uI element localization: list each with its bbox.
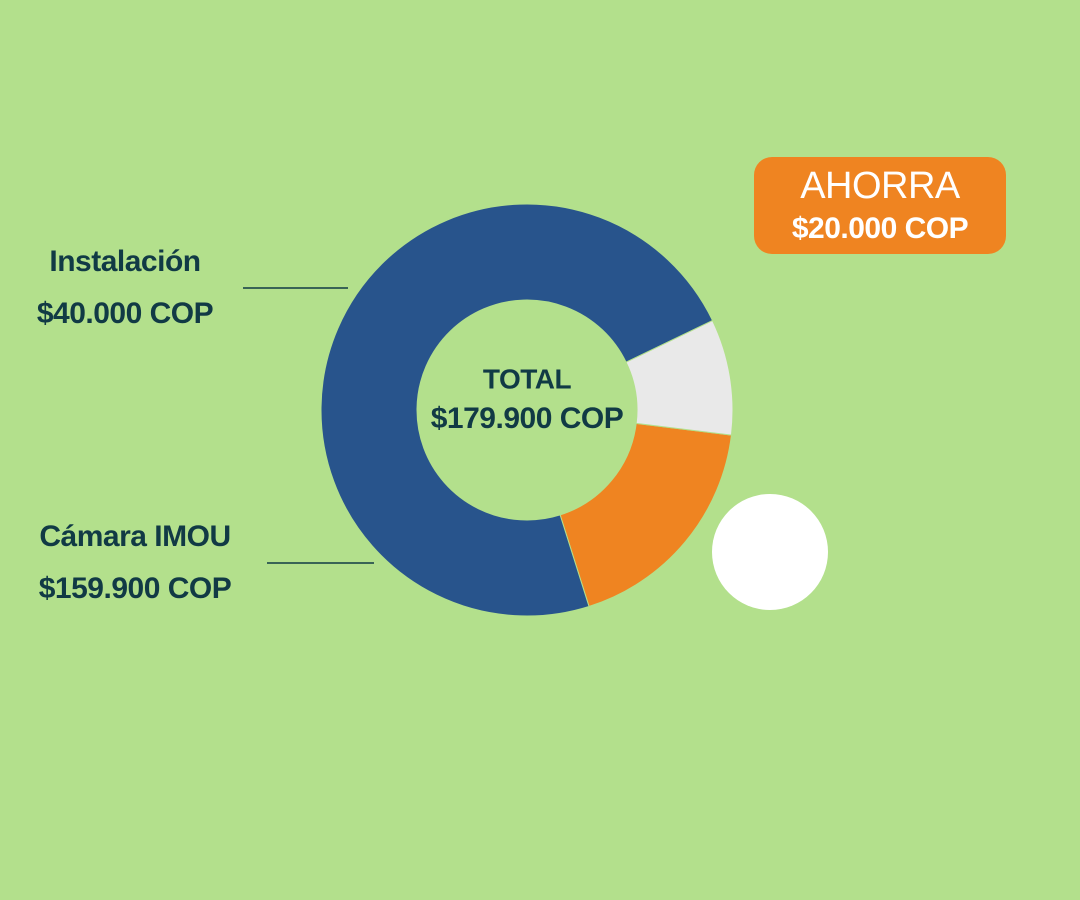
decoration-circle	[712, 494, 828, 610]
center-total: $179.900 COP	[431, 402, 623, 435]
donut-slice	[559, 422, 733, 608]
badge-label: AHORRA	[800, 165, 961, 207]
badge-value: $20.000 COP	[792, 212, 968, 245]
center-title: TOTAL	[483, 363, 572, 394]
legend-label: Cámara IMOU	[39, 520, 230, 553]
donut	[320, 203, 734, 617]
legend-label: Instalación	[49, 245, 200, 278]
savings-badge	[754, 157, 1006, 254]
donut-slice	[625, 319, 734, 436]
legend-value: $40.000 COP	[37, 297, 213, 330]
donut-slice	[320, 203, 714, 617]
legend-value: $159.900 COP	[39, 572, 231, 605]
